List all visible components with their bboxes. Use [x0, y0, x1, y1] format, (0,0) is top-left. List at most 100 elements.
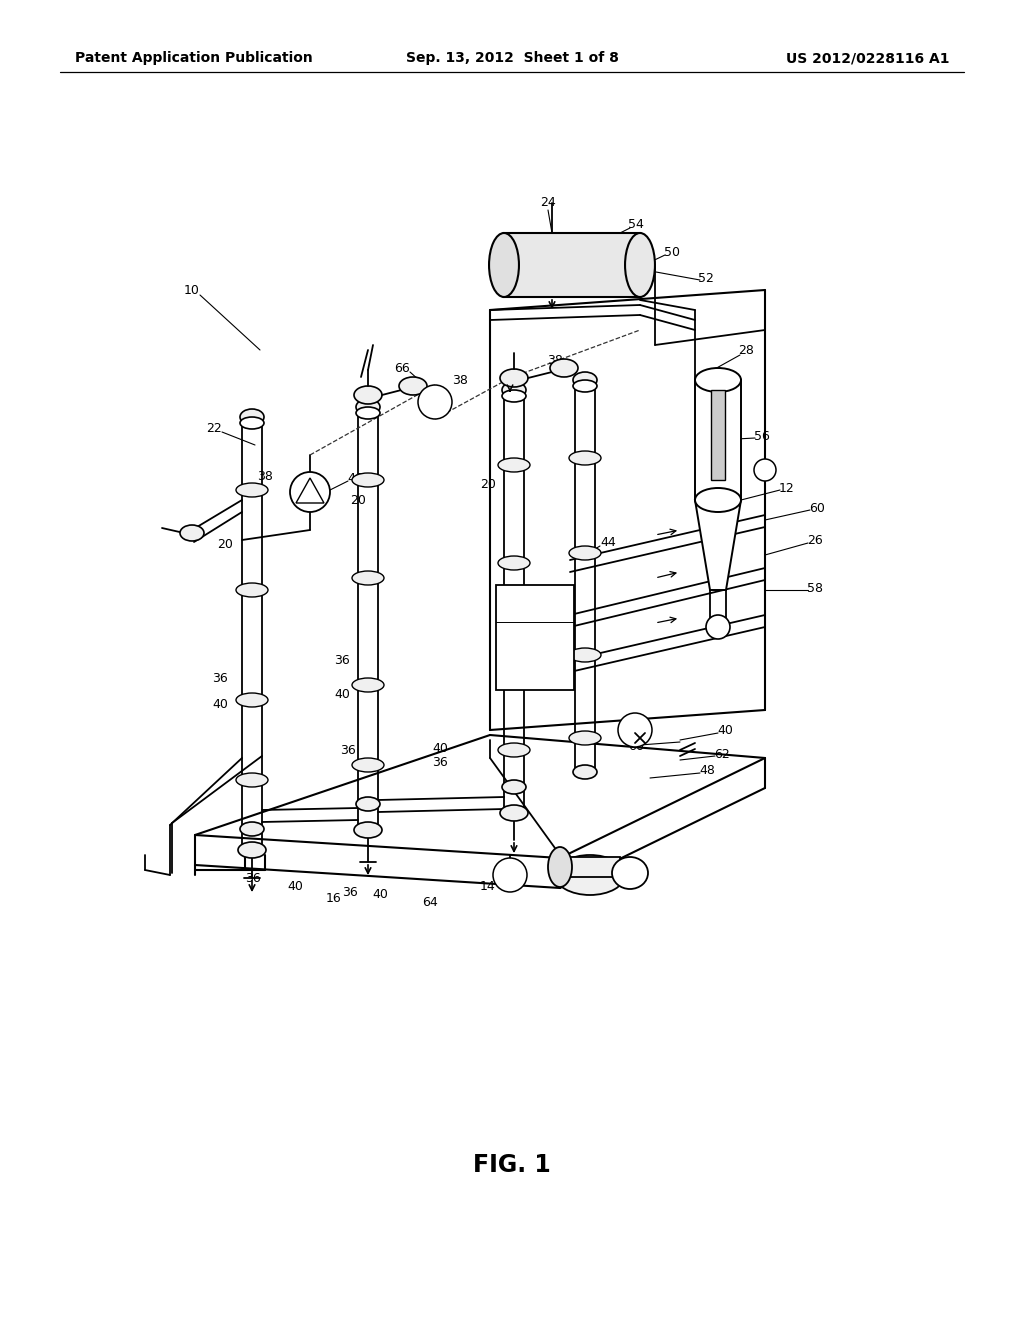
Text: TE: TE [430, 397, 439, 407]
Text: 14: 14 [480, 880, 496, 894]
Text: 20: 20 [480, 478, 496, 491]
Text: 40: 40 [287, 879, 303, 892]
Text: 62: 62 [714, 747, 730, 760]
Ellipse shape [612, 857, 648, 888]
Ellipse shape [625, 234, 655, 297]
Text: 38: 38 [452, 375, 468, 388]
Text: TDS: TDS [504, 873, 516, 878]
Text: LOW-(OFF): LOW-(OFF) [516, 624, 554, 631]
Ellipse shape [489, 234, 519, 297]
Ellipse shape [238, 842, 266, 858]
Ellipse shape [352, 678, 384, 692]
Ellipse shape [352, 473, 384, 487]
Ellipse shape [354, 385, 382, 404]
Ellipse shape [569, 546, 601, 560]
Ellipse shape [240, 409, 264, 425]
Text: 58: 58 [807, 582, 823, 594]
Ellipse shape [555, 855, 625, 895]
Text: 12: 12 [779, 482, 795, 495]
Text: 48: 48 [699, 764, 715, 777]
Text: 28: 28 [738, 343, 754, 356]
Ellipse shape [356, 407, 380, 418]
Text: 66: 66 [394, 362, 410, 375]
Ellipse shape [573, 372, 597, 388]
Bar [695, 380, 741, 500]
Ellipse shape [356, 399, 380, 414]
Ellipse shape [500, 370, 528, 387]
Ellipse shape [240, 822, 264, 836]
Text: 36: 36 [334, 653, 350, 667]
Ellipse shape [236, 583, 268, 597]
Bar [504, 234, 640, 297]
Ellipse shape [498, 657, 530, 672]
Ellipse shape [695, 368, 741, 392]
Ellipse shape [502, 389, 526, 403]
Ellipse shape [500, 805, 528, 821]
Text: 40: 40 [212, 697, 228, 710]
Ellipse shape [569, 451, 601, 465]
Text: FIG. 1: FIG. 1 [473, 1152, 551, 1177]
Text: 20: 20 [350, 494, 366, 507]
Ellipse shape [569, 731, 601, 744]
Text: 66: 66 [628, 739, 644, 752]
Text: 38: 38 [257, 470, 273, 483]
Text: 24: 24 [540, 195, 556, 209]
Ellipse shape [352, 572, 384, 585]
Text: 40: 40 [717, 725, 733, 738]
Text: Patent Application Publication: Patent Application Publication [75, 51, 312, 65]
Text: 20: 20 [217, 539, 232, 552]
Ellipse shape [498, 556, 530, 570]
Ellipse shape [502, 381, 526, 399]
Ellipse shape [180, 525, 204, 541]
Text: 40: 40 [334, 689, 350, 701]
Text: 52: 52 [698, 272, 714, 285]
Polygon shape [296, 478, 324, 503]
Text: 16: 16 [326, 891, 342, 904]
Text: HIGH-(OFF): HIGH-(OFF) [515, 607, 555, 614]
Text: 26: 26 [807, 535, 823, 548]
Text: 64: 64 [422, 896, 438, 909]
Bar [711, 389, 725, 480]
Circle shape [706, 615, 730, 639]
Circle shape [493, 858, 527, 892]
Text: 50: 50 [664, 246, 680, 259]
Ellipse shape [548, 847, 572, 887]
Ellipse shape [236, 693, 268, 708]
Circle shape [418, 385, 452, 418]
Polygon shape [695, 500, 741, 590]
Ellipse shape [498, 458, 530, 473]
Text: 46: 46 [347, 471, 362, 484]
Text: 36: 36 [212, 672, 228, 685]
Text: Sep. 13, 2012  Sheet 1 of 8: Sep. 13, 2012 Sheet 1 of 8 [406, 51, 618, 65]
Ellipse shape [695, 488, 741, 512]
Text: 36: 36 [245, 871, 261, 884]
Text: 36: 36 [342, 887, 357, 899]
Text: 56: 56 [754, 429, 770, 442]
Ellipse shape [573, 766, 597, 779]
Ellipse shape [569, 648, 601, 663]
Bar [560, 857, 620, 876]
Text: 60: 60 [809, 502, 825, 515]
Ellipse shape [240, 417, 264, 429]
Text: 22: 22 [206, 422, 222, 436]
Text: 36: 36 [340, 743, 356, 756]
Ellipse shape [550, 359, 578, 378]
Text: 10: 10 [184, 284, 200, 297]
Ellipse shape [354, 822, 382, 838]
Text: 38: 38 [547, 354, 563, 367]
Text: 40: 40 [432, 742, 447, 755]
Ellipse shape [236, 483, 268, 498]
Ellipse shape [573, 380, 597, 392]
Ellipse shape [399, 378, 427, 395]
Text: 54: 54 [628, 218, 644, 231]
Text: TE: TE [631, 726, 640, 734]
Circle shape [618, 713, 652, 747]
Ellipse shape [498, 743, 530, 756]
Ellipse shape [236, 774, 268, 787]
Circle shape [290, 473, 330, 512]
Text: US 2012/0228116 A1: US 2012/0228116 A1 [786, 51, 950, 65]
Text: 40: 40 [372, 888, 388, 902]
Bar [496, 585, 574, 690]
Ellipse shape [352, 758, 384, 772]
Ellipse shape [356, 797, 380, 810]
